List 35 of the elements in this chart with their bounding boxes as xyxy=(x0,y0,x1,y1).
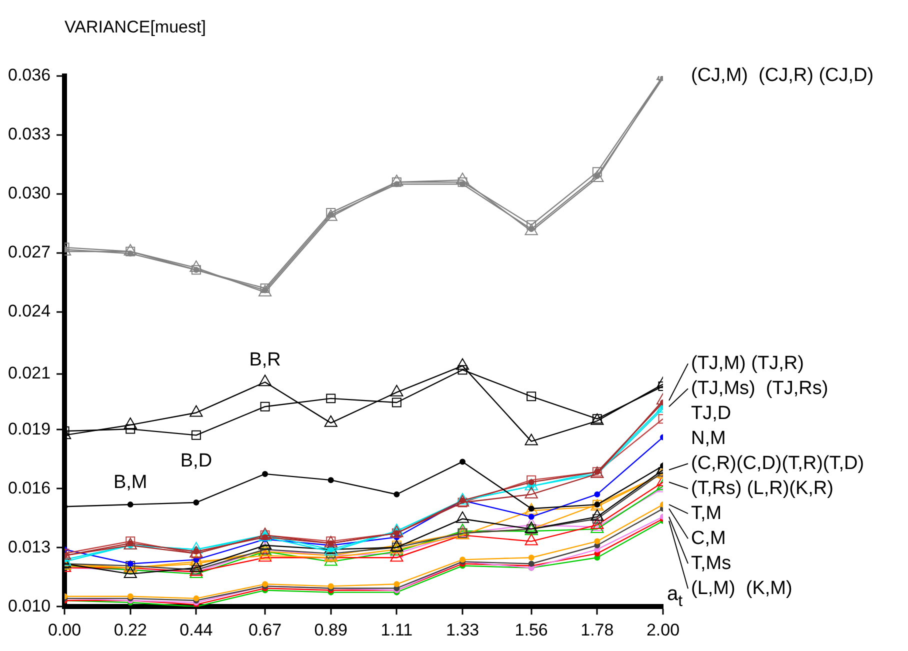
annotation: (CJ,M) (CJ,R) (CJ,D) xyxy=(691,65,874,86)
x-tick-label: 2.00 xyxy=(646,620,680,640)
x-tick-label: 0.00 xyxy=(48,620,82,640)
x-tick-label: 0.67 xyxy=(248,620,282,640)
x-tick-label: 1.78 xyxy=(580,620,614,640)
annotation: (TJ,M) (TJ,R) xyxy=(691,352,804,374)
annotation: B,R xyxy=(249,349,281,370)
annotation: (TJ,Ms) (TJ,Rs) xyxy=(691,378,828,399)
y-tick-label: 0.021 xyxy=(8,364,51,383)
annotation: (L,M) (K,M) xyxy=(691,578,792,599)
annotation: T,Ms xyxy=(691,552,732,574)
y-tick-label: 0.033 xyxy=(8,124,51,144)
annotation: B,M xyxy=(113,472,148,493)
y-tick-label: 0.016 xyxy=(8,478,51,498)
y-tick-label: 0.010 xyxy=(8,596,51,616)
annotation: TJ,D xyxy=(691,402,732,424)
annotation: B,D xyxy=(180,450,212,472)
y-tick-label: 0.024 xyxy=(8,302,51,321)
annotation: (C,R)(C,D)(T,R)(T,D) xyxy=(691,452,864,474)
x-tick-label: 1.56 xyxy=(514,620,548,640)
x-tick-label: 0.22 xyxy=(114,620,147,640)
y-tick-label: 0.030 xyxy=(8,184,51,203)
y-tick-label: 0.027 xyxy=(8,242,51,262)
annotation: (T,Rs) (L,R)(K,R) xyxy=(691,478,834,499)
x-tick-label: 0.44 xyxy=(180,620,213,640)
annotation: T,M xyxy=(691,502,722,524)
annotation: N,M xyxy=(691,428,726,449)
x-tick-label: 1.11 xyxy=(380,620,413,640)
y-tick-label: 0.036 xyxy=(8,66,51,85)
y-tick-label: 0.013 xyxy=(8,537,51,556)
annotation: C,M xyxy=(691,528,726,549)
x-tick-label: 1.33 xyxy=(446,620,480,640)
y-tick-label: 0.019 xyxy=(8,419,51,438)
x-tick-label: 0.89 xyxy=(314,620,348,640)
y-axis-title: VARIANCE[muest] xyxy=(64,18,206,37)
